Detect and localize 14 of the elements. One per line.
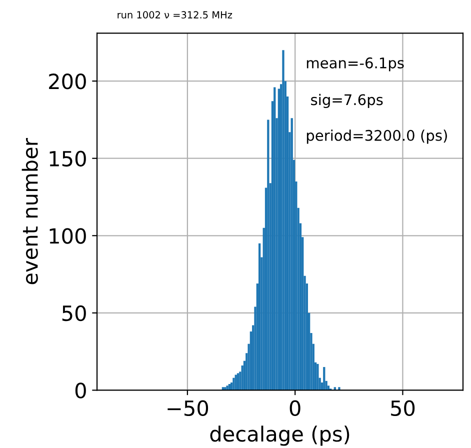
y-axis-title: event number xyxy=(22,138,38,284)
annotation: sig=7.6ps xyxy=(311,94,383,108)
y-tick-label: 100 xyxy=(50,228,86,244)
x-axis-title: decalage (ps) xyxy=(210,426,350,446)
annotation: mean=-6.1ps xyxy=(306,57,404,72)
x-tick-label: 0 xyxy=(290,400,300,416)
x-tick-label: −50 xyxy=(168,400,208,416)
y-tick-label: 200 xyxy=(49,74,86,90)
y-tick-label: 150 xyxy=(50,150,86,167)
y-tick-label: 0 xyxy=(75,382,86,398)
x-tick-label: 50 xyxy=(391,400,415,416)
y-tick-label: 50 xyxy=(62,305,86,322)
annotation: period=3200.0 (ps) xyxy=(306,130,447,144)
chart-title: run 1002 ν =312.5 MHz xyxy=(118,11,232,18)
